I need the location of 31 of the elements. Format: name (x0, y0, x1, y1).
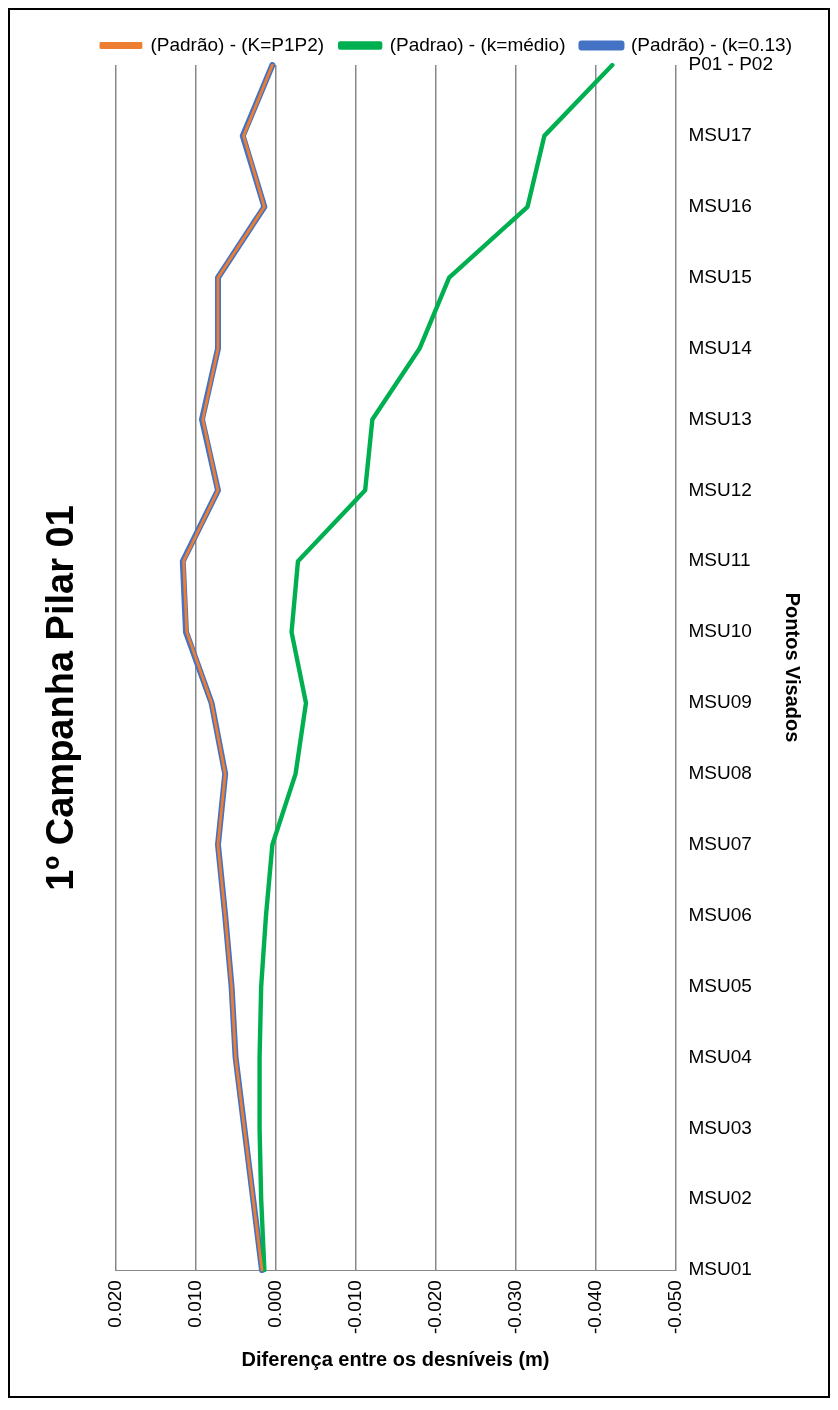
legend-label: (Padrao) - (k=médio) (389, 33, 566, 55)
y-tick-label: MSU06 (688, 903, 752, 925)
x-tick-label: 0.010 (183, 1280, 205, 1328)
y-tick-label: MSU13 (688, 407, 752, 429)
x-tick-label: -0.030 (503, 1280, 525, 1334)
y-tick-label: MSU03 (688, 1116, 752, 1138)
legend-label: (Padrão) - (K=P1P2) (150, 33, 325, 55)
x-tick-label: -0.040 (583, 1280, 605, 1334)
x-tick-label: 0.020 (103, 1280, 125, 1328)
y-tick-label: MSU05 (688, 974, 752, 996)
x-tick-label: -0.010 (343, 1280, 365, 1334)
y-tick-label: MSU10 (688, 620, 752, 642)
y-tick-label: MSU12 (688, 478, 752, 500)
y-tick-label: MSU16 (688, 195, 752, 217)
y-tick-label: MSU08 (688, 762, 752, 784)
x-axis-title: Diferença entre os desníveis (m) (241, 1347, 550, 1370)
x-tick-label: 0.000 (263, 1280, 285, 1328)
y-tick-label: MSU14 (688, 336, 753, 358)
legend-label: (Padrão) - (k=0.13) (630, 33, 793, 55)
x-tick-label: -0.050 (663, 1280, 685, 1334)
y-tick-label: MSU09 (688, 691, 752, 713)
y-tick-label: MSU07 (688, 833, 752, 855)
y-tick-label: MSU04 (688, 1045, 753, 1067)
y-tick-label: MSU11 (688, 549, 751, 571)
y-tick-label: MSU02 (688, 1187, 752, 1209)
y-tick-label: MSU01 (688, 1258, 752, 1280)
x-tick-label: -0.020 (423, 1280, 445, 1334)
y-axis-title: Pontos Visados (782, 592, 805, 743)
y-tick-label: MSU17 (688, 124, 752, 146)
y-tick-label: MSU15 (688, 265, 752, 287)
text: 1º Campanha Pilar 01 (39, 505, 82, 891)
